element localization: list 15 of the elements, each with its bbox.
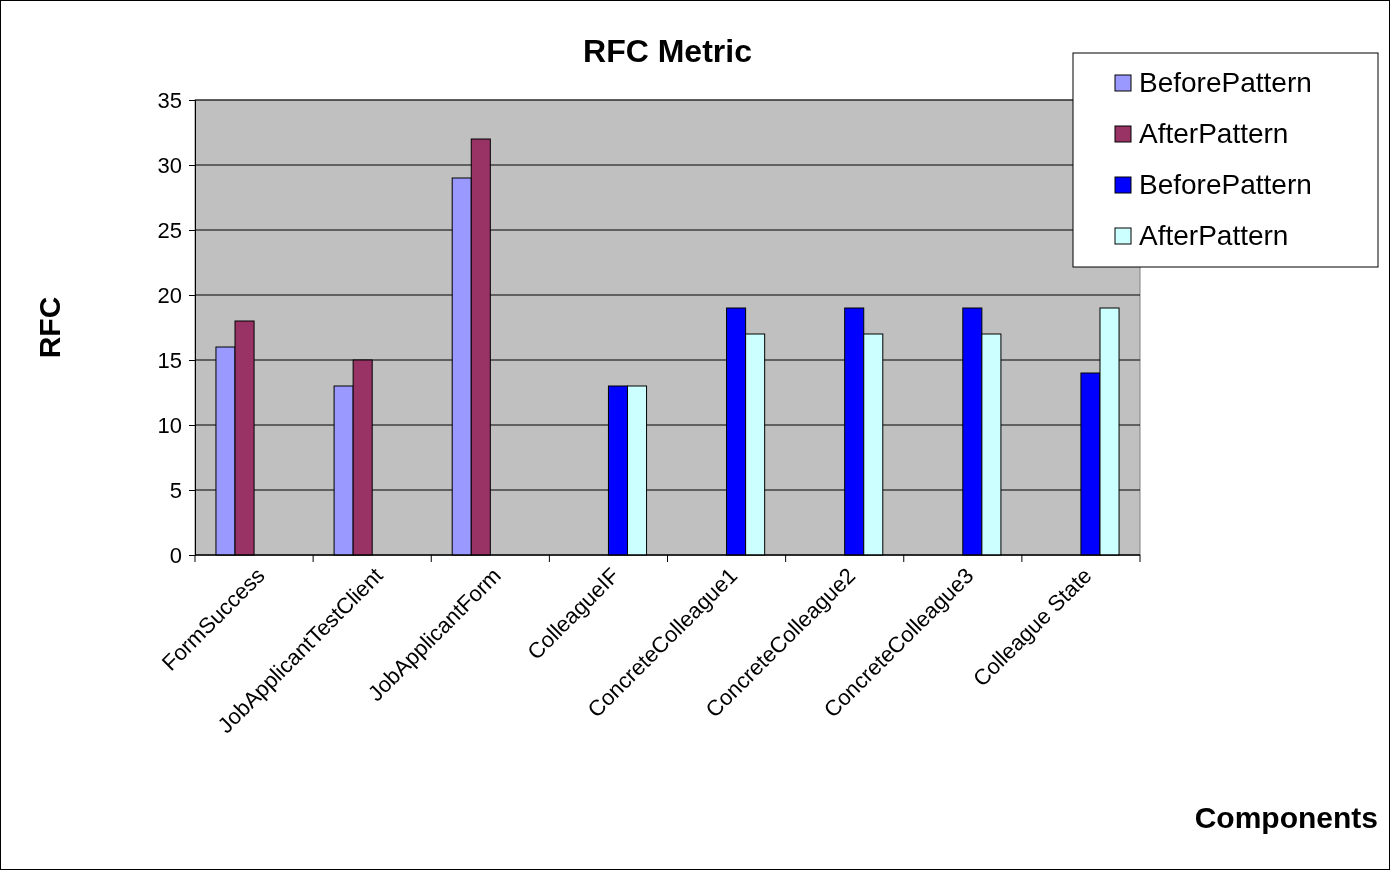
legend-label: AfterPattern bbox=[1139, 220, 1289, 251]
y-tick-label: 20 bbox=[157, 282, 182, 308]
chart-title: RFC Metric bbox=[583, 33, 752, 69]
legend-label: BeforePattern bbox=[1139, 169, 1312, 200]
y-tick-label: 30 bbox=[157, 152, 182, 178]
y-tick-label: 35 bbox=[157, 87, 182, 113]
x-axis-title: Components bbox=[1194, 801, 1378, 834]
legend-label: BeforePattern bbox=[1139, 67, 1312, 98]
y-tick-label: 0 bbox=[169, 542, 182, 568]
y-tick-label: 25 bbox=[157, 217, 182, 243]
y-axis-title: RFC bbox=[33, 296, 66, 359]
y-tick-label: 5 bbox=[169, 477, 182, 503]
legend-label: AfterPattern bbox=[1139, 118, 1289, 149]
y-tick-label: 15 bbox=[157, 347, 182, 373]
y-tick-label: 10 bbox=[157, 412, 182, 438]
